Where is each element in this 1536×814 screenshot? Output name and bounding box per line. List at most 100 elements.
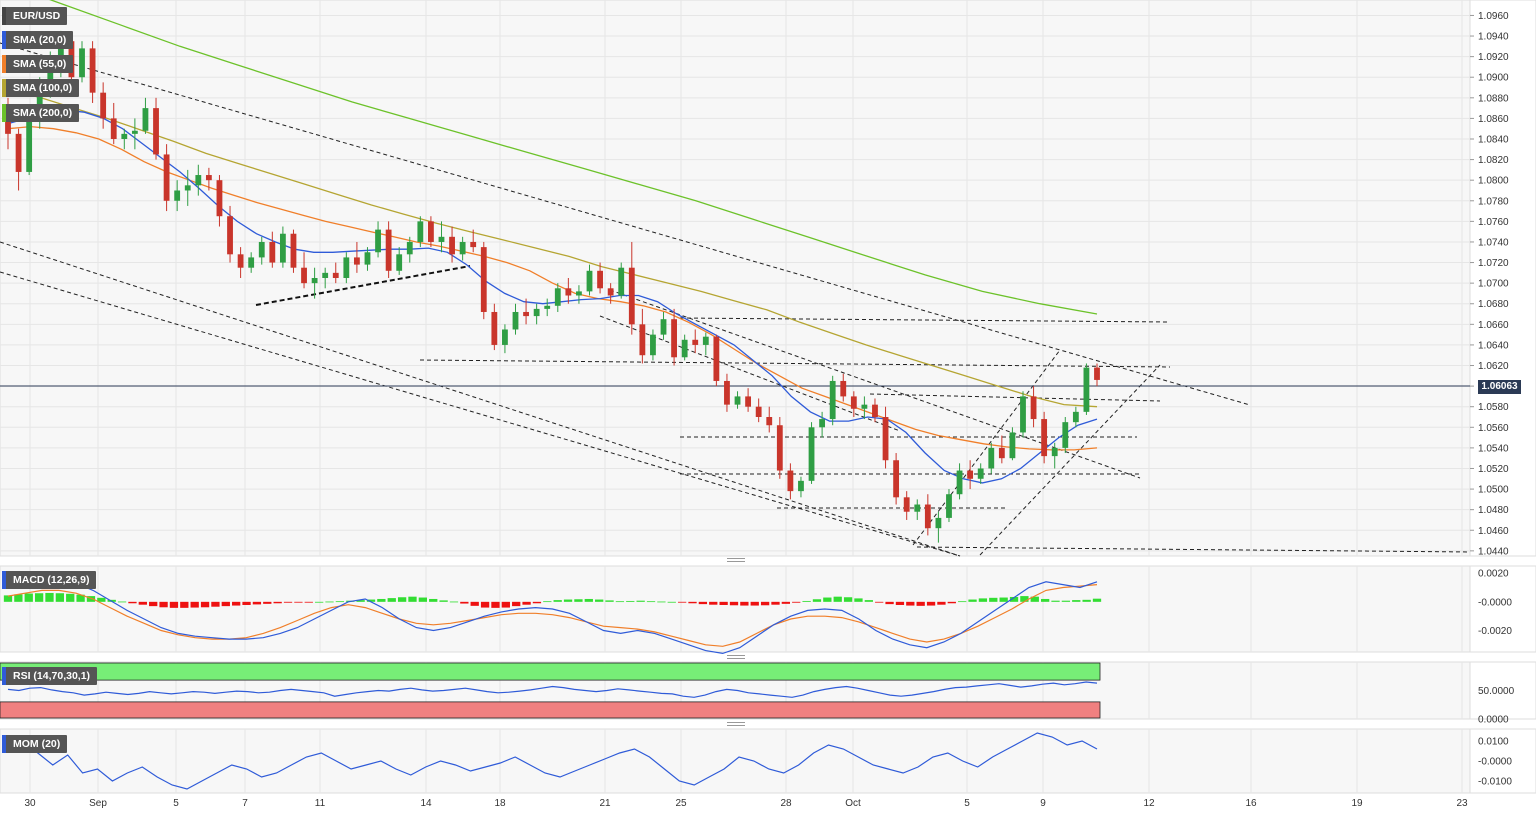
macd-hist-bar bbox=[574, 599, 583, 602]
candle-body bbox=[946, 494, 952, 518]
candle-body bbox=[237, 254, 244, 268]
macd-hist-bar bbox=[947, 601, 956, 604]
candle-body bbox=[1094, 367, 1100, 380]
sma100-label[interactable]: SMA (100,0) bbox=[2, 79, 80, 97]
macd-hist-bar bbox=[906, 601, 915, 606]
candle-body bbox=[597, 270, 603, 289]
candle-body bbox=[470, 241, 477, 248]
macd-hist-bar bbox=[636, 600, 645, 602]
candle-body bbox=[502, 329, 508, 345]
candle-body bbox=[745, 396, 752, 407]
candle-body bbox=[375, 229, 381, 253]
sma200-label[interactable]: SMA (200,0) bbox=[2, 104, 80, 122]
macd-hist-bar bbox=[646, 601, 656, 603]
candle-body bbox=[396, 254, 403, 271]
rsi-label[interactable]: RSI (14,70,30,1) bbox=[2, 667, 98, 685]
candle-body bbox=[322, 272, 329, 278]
candle-body bbox=[79, 48, 85, 78]
macd-hist-bar bbox=[885, 601, 894, 605]
price-tick-label: 1.0960 bbox=[1478, 11, 1509, 22]
trendline bbox=[916, 546, 1471, 553]
macd-hist-bar bbox=[657, 601, 666, 603]
macd-hist-bar bbox=[584, 598, 593, 602]
candle-body bbox=[438, 236, 445, 242]
macd-hist-bar bbox=[968, 599, 977, 602]
axis-macd bbox=[1469, 565, 1536, 653]
macd-line bbox=[7, 579, 1098, 655]
date-tick-label: 18 bbox=[494, 798, 506, 809]
macd-hist-bar bbox=[335, 601, 345, 603]
macd-hist-bar bbox=[263, 601, 272, 604]
sma20-label[interactable]: SMA (20,0) bbox=[2, 31, 74, 49]
candle-body bbox=[734, 396, 741, 405]
macd-hist-bar bbox=[854, 598, 863, 602]
macd-hist-bar bbox=[760, 601, 770, 606]
candle-body bbox=[988, 447, 995, 469]
macd-hist-bar bbox=[429, 598, 438, 602]
candle-body bbox=[290, 233, 297, 268]
candle-body bbox=[660, 319, 667, 335]
candle-body bbox=[279, 233, 286, 263]
candle-body bbox=[248, 257, 255, 268]
sma55-label[interactable]: SMA (55,0) bbox=[2, 55, 74, 73]
candle-body bbox=[343, 257, 350, 278]
macd-tick-label: -0.0020 bbox=[1478, 626, 1512, 637]
candle-body bbox=[36, 84, 43, 117]
rsi-overbought-zone bbox=[0, 662, 1101, 681]
macd-hist-bar bbox=[823, 597, 832, 602]
macd-hist-bar bbox=[1009, 596, 1019, 602]
last-price-tag: 1.06063 bbox=[1478, 380, 1521, 394]
candle-body bbox=[258, 241, 265, 258]
macd-hist-bar bbox=[470, 601, 479, 606]
macd-hist-bar bbox=[1061, 600, 1071, 602]
candle-body bbox=[533, 308, 540, 317]
candle-body bbox=[882, 417, 889, 461]
macd-hist-bar bbox=[325, 601, 334, 603]
price-tick-label: 1.0660 bbox=[1478, 320, 1509, 331]
candle-body bbox=[702, 336, 709, 345]
mom-label[interactable]: MOM (20) bbox=[2, 735, 68, 753]
price-tick-label: 1.0780 bbox=[1478, 196, 1509, 207]
macd-hist-bar bbox=[958, 601, 967, 603]
macd-hist-bar bbox=[1030, 596, 1039, 602]
macd-hist-bar bbox=[159, 601, 168, 608]
candle-body bbox=[205, 175, 212, 181]
macd-hist-bar bbox=[999, 597, 1008, 602]
macd-hist-bar bbox=[522, 601, 531, 605]
mom-tick-label: -0.0000 bbox=[1478, 757, 1512, 768]
date-tick-label: 7 bbox=[242, 798, 248, 809]
price-tick-label: 1.0560 bbox=[1478, 423, 1509, 434]
macd-hist-bar bbox=[605, 600, 614, 602]
candle-body bbox=[607, 288, 614, 296]
sma100-swatch bbox=[2, 79, 6, 97]
macd-label[interactable]: MACD (12,26,9) bbox=[2, 571, 97, 589]
candle-body bbox=[850, 396, 857, 409]
macd-hist-bar bbox=[356, 600, 365, 602]
macd-hist-bar bbox=[667, 601, 676, 603]
macd-hist-bar bbox=[86, 596, 96, 602]
candle-body bbox=[977, 468, 984, 479]
price-tick-label: 1.0740 bbox=[1478, 237, 1509, 248]
candle-body bbox=[301, 267, 307, 284]
candle-body bbox=[311, 278, 318, 284]
macd-hist-bar bbox=[397, 597, 407, 602]
symbol-label[interactable]: EUR/USD bbox=[2, 7, 68, 25]
price-tick-label: 1.0880 bbox=[1478, 93, 1509, 104]
pane-main bbox=[0, 0, 1471, 557]
macd-hist-bar bbox=[273, 601, 282, 604]
date-tick-label: 25 bbox=[675, 798, 687, 809]
sma20-swatch bbox=[2, 31, 6, 49]
macd-hist-bar bbox=[688, 601, 697, 604]
macd-hist-bar bbox=[750, 601, 759, 606]
axis-mom bbox=[1469, 728, 1536, 794]
trendline bbox=[599, 315, 901, 432]
candle-body bbox=[523, 311, 529, 317]
price-tick-label: 1.0760 bbox=[1478, 217, 1509, 228]
candle-body bbox=[967, 470, 974, 479]
candle-body bbox=[1009, 432, 1016, 459]
candle-body bbox=[1020, 396, 1026, 433]
candle-body bbox=[724, 380, 730, 405]
candle-body bbox=[142, 108, 149, 131]
candle-body bbox=[1051, 447, 1058, 457]
